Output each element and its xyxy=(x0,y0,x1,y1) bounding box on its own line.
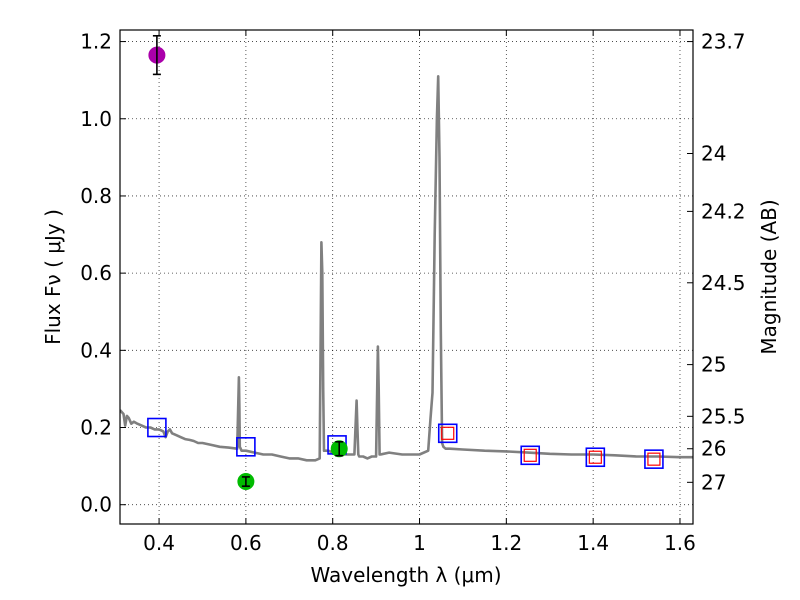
y-tick-label: 0.8 xyxy=(80,184,112,208)
y-axis-right-title: Magnitude (AB) xyxy=(757,199,781,354)
y-axis-title: Flux Fν ( μJy ) xyxy=(41,209,65,345)
x-axis: 0.4 0.6 0.8 1 1.2 1.4 1.6 xyxy=(143,30,696,555)
x-tick-label: 1.6 xyxy=(664,531,696,555)
series-layer xyxy=(120,75,693,462)
marker-layer xyxy=(147,34,664,491)
x-axis-title: Wavelength λ (μm) xyxy=(310,563,501,587)
y-axis-left: 0.0 0.2 0.4 0.6 0.8 1.0 1.2 xyxy=(80,30,126,517)
grid xyxy=(120,30,693,524)
y-tick-label: 1.2 xyxy=(80,30,112,54)
model-flux-square xyxy=(236,437,256,457)
observed-flux-square xyxy=(523,448,537,462)
right-tick-label: 24.2 xyxy=(701,199,746,223)
x-tick-label: 0.6 xyxy=(230,531,262,555)
y-tick-label: 1.0 xyxy=(80,107,112,131)
right-tick-label: 25 xyxy=(701,353,726,377)
x-tick-label: 1 xyxy=(413,531,426,555)
right-tick-label: 25.5 xyxy=(701,404,746,428)
plot-frame xyxy=(119,29,694,525)
right-tick-label: 23.7 xyxy=(701,30,746,54)
observed-flux-square xyxy=(588,450,602,464)
y-tick-label: 0.2 xyxy=(80,416,112,440)
observed-flux-square xyxy=(647,452,661,466)
x-tick-label: 0.8 xyxy=(317,531,349,555)
x-tick-label: 0.4 xyxy=(143,531,175,555)
y-axis-right: 23.7 24 24.2 24.5 25 25.5 26 27 xyxy=(687,30,746,494)
model-flux-square xyxy=(585,447,606,468)
model-flux-square xyxy=(644,449,664,469)
x-tick-label: 1.4 xyxy=(577,531,609,555)
right-tick-label: 24.5 xyxy=(701,271,746,295)
model-flux-square xyxy=(520,445,541,466)
y-tick-label: 0.0 xyxy=(80,493,112,517)
right-tick-label: 27 xyxy=(701,470,726,494)
x-tick-label: 1.2 xyxy=(490,531,522,555)
model-flux-square xyxy=(147,417,167,438)
plot-area xyxy=(120,34,693,491)
y-tick-label: 0.4 xyxy=(80,338,112,362)
right-tick-label: 26 xyxy=(701,437,726,461)
spectrum-line xyxy=(120,75,693,462)
y-tick-label: 0.6 xyxy=(80,261,112,285)
right-tick-label: 24 xyxy=(701,142,726,166)
model-flux-square xyxy=(437,423,458,444)
observed-flux-square xyxy=(441,426,455,440)
